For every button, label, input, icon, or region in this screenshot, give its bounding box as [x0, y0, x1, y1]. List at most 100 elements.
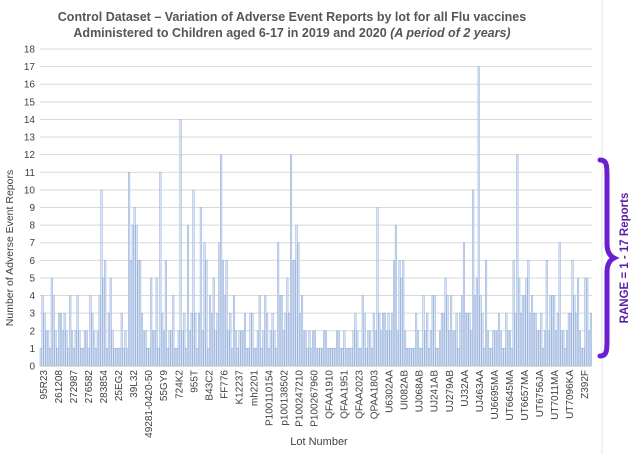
x-tick-label: P100110154 — [264, 370, 275, 426]
bar — [216, 312, 219, 367]
bar-series — [39, 66, 592, 367]
bar — [523, 295, 526, 367]
y-tick-label: 12 — [24, 150, 36, 161]
bar — [365, 348, 368, 367]
bar — [50, 277, 53, 367]
bar — [266, 312, 269, 367]
bar — [437, 348, 440, 367]
bar — [328, 348, 331, 367]
bar — [439, 330, 442, 367]
bar — [242, 330, 245, 367]
bar — [194, 312, 197, 367]
bar — [113, 348, 116, 367]
y-tick-label: 2 — [29, 326, 35, 337]
bar — [545, 260, 548, 367]
bar — [455, 312, 458, 367]
x-tick-label: 39L32 — [129, 370, 140, 398]
bar — [299, 312, 302, 367]
bar — [367, 330, 370, 367]
bar — [485, 260, 488, 367]
x-tick-label: UJ463AA — [475, 370, 486, 413]
x-tick-label: Z392F — [580, 370, 591, 399]
bar — [343, 330, 346, 367]
bar — [277, 242, 280, 367]
bar — [496, 330, 499, 367]
bar — [580, 348, 583, 367]
bar — [448, 330, 451, 367]
bar — [52, 295, 55, 367]
x-tick-label: UJ279AB — [445, 370, 456, 413]
x-tick-label: 95R23 — [39, 370, 50, 400]
bar — [521, 295, 524, 367]
x-tick-label: B43C2 — [204, 370, 215, 401]
bar — [144, 330, 147, 367]
bar — [372, 312, 375, 367]
bar — [238, 330, 241, 367]
bar — [98, 295, 101, 367]
bar — [470, 330, 473, 367]
x-tick-label: 272987 — [69, 370, 80, 404]
x-tick-label: 276582 — [84, 370, 95, 404]
bar — [201, 330, 204, 367]
bar — [589, 312, 592, 367]
bar — [464, 312, 467, 367]
bar — [398, 260, 401, 367]
bar — [288, 312, 291, 367]
bar — [54, 330, 57, 367]
y-tick-label: 15 — [24, 97, 36, 108]
bar — [223, 295, 226, 367]
range-brace-icon — [597, 157, 620, 359]
y-tick-label: 11 — [25, 168, 36, 179]
bar — [133, 207, 136, 367]
bar — [118, 348, 121, 367]
bar — [177, 330, 180, 367]
bar — [370, 348, 374, 367]
bar — [378, 312, 381, 367]
bar — [249, 312, 252, 367]
bar — [326, 348, 329, 367]
bar — [429, 330, 432, 367]
bar — [475, 277, 478, 367]
chart-title-line2: Administered to Children aged 6-17 in 20… — [73, 26, 510, 40]
bar — [293, 260, 296, 367]
bar — [105, 348, 109, 367]
bar — [284, 312, 287, 367]
bar — [440, 312, 443, 367]
bar — [531, 295, 534, 367]
bar — [404, 330, 407, 367]
bar — [507, 330, 510, 367]
bar — [260, 348, 263, 367]
bar — [264, 295, 267, 367]
bar — [457, 348, 460, 367]
bar — [551, 295, 554, 367]
bar — [256, 330, 259, 367]
bar — [518, 277, 521, 367]
y-tick-label: 4 — [29, 291, 35, 302]
bar — [319, 348, 322, 367]
bar — [345, 348, 348, 367]
y-tick-label: 16 — [24, 80, 36, 91]
x-tick-label: 55GY9 — [159, 370, 170, 402]
x-tick-label: 955T — [189, 370, 200, 393]
bar — [240, 330, 243, 367]
bar — [199, 207, 202, 367]
x-tick-label: QFAA1951 — [340, 370, 351, 419]
bar — [577, 277, 580, 367]
bar — [304, 330, 307, 367]
bar — [359, 348, 362, 367]
bar — [142, 330, 145, 367]
bar — [94, 348, 98, 367]
bar — [273, 330, 276, 367]
x-tick-label: UT6756JA — [535, 370, 546, 418]
bar — [350, 348, 353, 367]
bar — [227, 330, 230, 367]
bar — [424, 330, 427, 367]
bar — [271, 312, 274, 367]
bar — [214, 330, 217, 367]
bar — [442, 312, 445, 367]
bar — [220, 154, 223, 367]
bar — [139, 260, 142, 367]
bar — [89, 295, 92, 367]
y-gridlines — [40, 48, 592, 367]
bar — [297, 242, 300, 367]
